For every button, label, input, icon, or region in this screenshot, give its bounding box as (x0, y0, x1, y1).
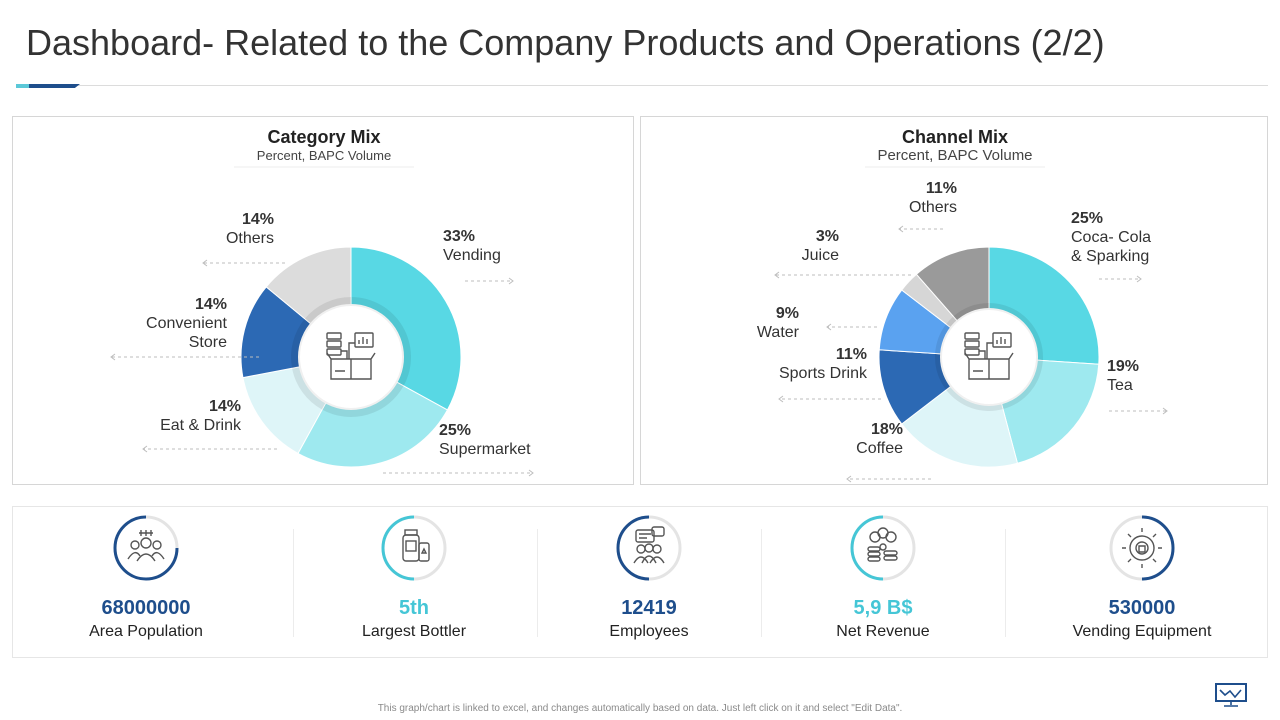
slice-category-label: Eat & Drink (160, 417, 242, 434)
slice-percent-label: 11% (926, 180, 957, 197)
kpi-value: 530000 (1108, 597, 1176, 619)
slice-category-label: Store (189, 334, 227, 351)
slice-percent-label: 18% (871, 421, 903, 438)
kpi-strip: 68000000 Area Population 5th Largest Bot… (12, 506, 1268, 658)
slice-percent-label: 14% (209, 398, 241, 415)
slice-category-label: Tea (1107, 377, 1133, 394)
donut-hole (298, 304, 404, 410)
donut-slice-inner-band (946, 316, 958, 328)
slice-percent-label: 19% (1107, 358, 1139, 375)
slice-category-label: Coca- Cola (1071, 229, 1151, 246)
slice-percent-label: 3% (816, 228, 839, 245)
kpi-divider (761, 529, 762, 637)
presentation-screen-icon[interactable] (1214, 682, 1248, 708)
donut-hole (940, 308, 1038, 406)
slice-percent-label: 25% (1071, 210, 1103, 227)
kpi-label: Vending Equipment (1072, 623, 1212, 640)
kpi-employees: 12419 Employees (524, 507, 774, 657)
donut-slice-inner-band (935, 324, 951, 354)
kpi-divider (293, 529, 294, 637)
kpi-value: 68000000 (101, 597, 191, 619)
category-mix-panel: Category Mix Percent, BAPC Volume 33% Vendi… (12, 116, 634, 485)
slice-percent-label: 9% (776, 305, 799, 322)
footnote: This graph/chart is linked to excel, and… (377, 703, 903, 714)
vending-gear-icon (1109, 515, 1175, 581)
bottle-icon (381, 515, 447, 581)
leader-arrowhead (1136, 275, 1142, 283)
employees-icon (616, 515, 682, 581)
slice-percent-label: 25% (439, 422, 471, 439)
kpi-net-revenue: 5,9 B$ Net Revenue (758, 507, 1008, 657)
kpi-divider (537, 529, 538, 637)
slice-category-label: Vending (443, 247, 501, 264)
leader-arrowhead (110, 353, 116, 361)
channel-mix-panel: Channel Mix Percent, BAPC Volume 25% Coca- … (640, 116, 1268, 485)
kpi-value: 5,9 B$ (853, 597, 913, 619)
leader-arrowhead (846, 475, 852, 483)
chart-subtitle: Percent, BAPC Volume (877, 147, 1032, 164)
leader-arrowhead (528, 469, 534, 477)
slice-category-label: Convenient (146, 315, 228, 332)
kpi-area-population: 68000000 Area Population (21, 507, 271, 657)
donut-slice-inner-band (291, 318, 311, 369)
slice-category-label: Supermarket (439, 441, 531, 458)
slice-category-label: Juice (802, 247, 839, 264)
kpi-label: Area Population (89, 623, 203, 640)
donut-slice-inner-band (1001, 360, 1043, 410)
donut-slice-inner-band (351, 297, 411, 386)
leader-arrowhead (778, 395, 784, 403)
leader-arrowhead (1162, 407, 1168, 415)
slice-category-label: Water (757, 324, 800, 341)
population-icon (113, 515, 179, 581)
product-box-icon (964, 332, 1014, 380)
title-accent-bar (16, 84, 80, 88)
leader-arrowhead (898, 225, 904, 233)
slice-category-label: Sports Drink (779, 365, 868, 382)
kpi-label: Net Revenue (836, 623, 930, 640)
kpi-largest-bottler: 5th Largest Bottler (289, 507, 539, 657)
slice-category-label: Others (909, 199, 957, 216)
slice-category-label: Coffee (856, 440, 903, 457)
slice-percent-label: 14% (242, 211, 274, 228)
leader-arrowhead (202, 259, 208, 267)
leader-arrowhead (508, 277, 514, 285)
chart-subtitle: Percent, BAPC Volume (257, 148, 391, 163)
kpi-label: Employees (609, 623, 689, 640)
kpi-value: 12419 (621, 597, 677, 619)
slice-category-label: & Sparking (1071, 248, 1149, 265)
slice-percent-label: 11% (836, 346, 867, 363)
kpi-value: 5th (399, 597, 429, 619)
leader-arrowhead (142, 445, 148, 453)
title-divider (16, 85, 1268, 86)
kpi-vending-equipment: 530000 Vending Equipment (1017, 507, 1267, 657)
leader-arrowhead (826, 323, 832, 331)
slice-category-label: Others (226, 230, 274, 247)
kpi-label: Largest Bottler (361, 623, 467, 640)
page-title: Dashboard- Related to the Company Produc… (26, 22, 1105, 63)
chart-title: Category Mix (267, 127, 380, 147)
slice-percent-label: 33% (443, 228, 475, 245)
leader-arrowhead (774, 271, 780, 279)
chart-title: Channel Mix (902, 127, 1008, 147)
kpi-divider (1005, 529, 1006, 637)
slice-percent-label: 14% (195, 296, 227, 313)
product-box-icon (326, 332, 376, 380)
revenue-coins-icon (850, 515, 916, 581)
